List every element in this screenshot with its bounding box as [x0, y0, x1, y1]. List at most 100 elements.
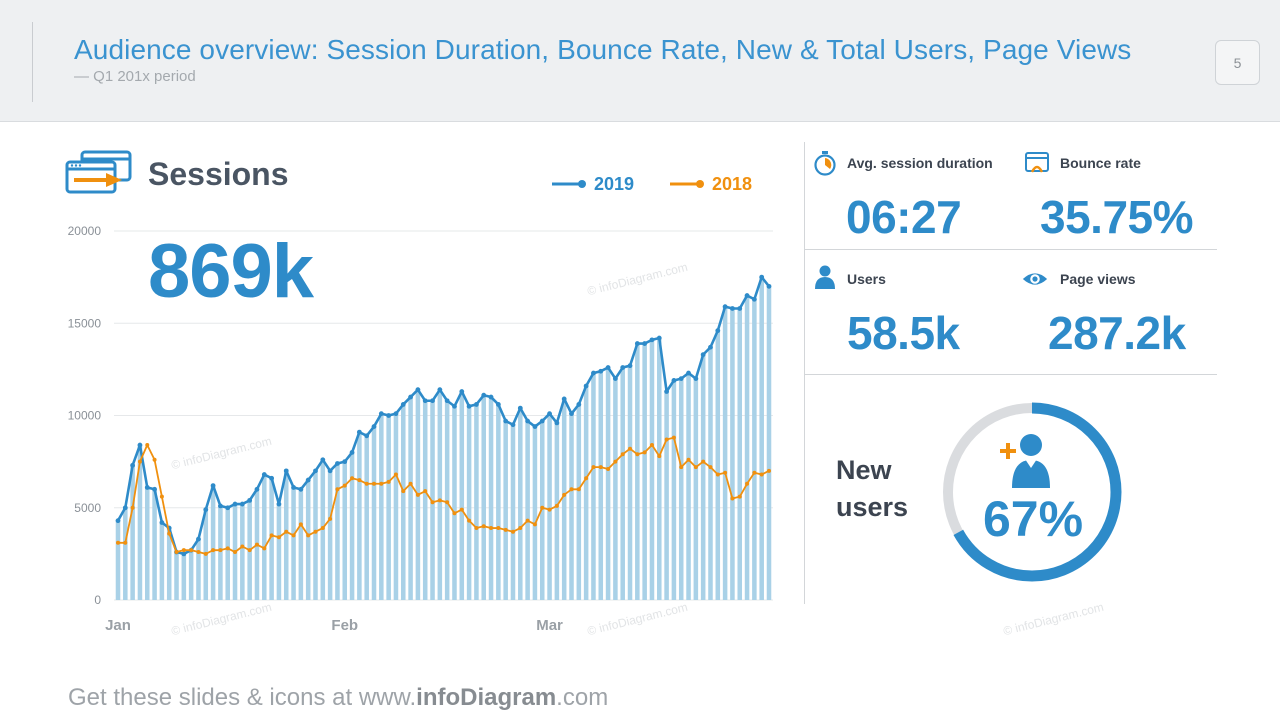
chart-bar [262, 474, 267, 600]
kpi-label-bounce-rate: Bounce rate [1060, 155, 1141, 171]
data-point-2019 [576, 402, 582, 407]
data-point-2018 [547, 507, 552, 512]
data-point-2019 [225, 505, 231, 511]
chart-bar [342, 461, 348, 600]
chart-bar [401, 404, 406, 600]
data-point-2018 [679, 465, 684, 470]
data-point-2019 [115, 518, 121, 524]
panel-divider-1 [805, 249, 1217, 250]
y-tick-label: 20000 [68, 224, 102, 238]
data-point-2018 [159, 494, 164, 499]
chart-bar [627, 365, 633, 600]
data-point-2018 [357, 478, 362, 483]
page-title: Audience overview: Session Duration, Bou… [74, 34, 1132, 65]
chart-bar [269, 478, 274, 600]
data-point-2018 [298, 522, 303, 527]
data-point-2019 [400, 402, 406, 407]
data-point-2019 [612, 376, 618, 381]
data-point-2018 [335, 487, 340, 492]
kpi-value-bounce-rate: 35.75% [1040, 191, 1194, 243]
legend-label-2018: 2018 [712, 173, 753, 194]
data-point-2018 [167, 531, 172, 536]
chart-bar [620, 367, 625, 600]
y-tick-label: 5000 [74, 501, 101, 515]
data-point-2019 [130, 462, 136, 468]
data-point-2019 [481, 392, 487, 398]
data-point-2018 [225, 546, 230, 551]
data-point-2019 [371, 424, 377, 429]
data-point-2018 [137, 459, 142, 464]
data-point-2018 [291, 533, 296, 538]
data-point-2019 [591, 370, 596, 376]
chart-bar [276, 504, 282, 600]
chart-bar [693, 378, 699, 600]
chart-bar [364, 435, 369, 600]
data-point-2018 [437, 498, 442, 503]
add-user-icon [1000, 434, 1050, 488]
kpi-label-users: Users [847, 271, 886, 287]
chart-bar [210, 485, 216, 600]
data-point-2019 [459, 389, 465, 394]
data-point-2019 [342, 459, 348, 465]
data-point-2018 [745, 481, 750, 486]
panel-divider-2 [805, 374, 1217, 375]
data-point-2019 [313, 468, 318, 474]
data-point-2019 [539, 418, 545, 424]
chart-bar [730, 308, 735, 600]
chart-bar [474, 404, 479, 600]
new-users-label-line1: New [836, 455, 892, 485]
data-point-2018 [328, 516, 333, 521]
data-point-2018 [540, 505, 545, 510]
data-point-2019 [210, 483, 216, 489]
legend-swatch-2018 [670, 180, 704, 188]
data-point-2019 [561, 396, 567, 402]
chart-bar [722, 306, 728, 600]
data-point-2019 [261, 472, 267, 477]
data-point-2019 [239, 501, 245, 507]
chart-bar [437, 389, 443, 600]
chart-bar [503, 421, 508, 600]
chart-bar [283, 470, 289, 600]
chart-bar [752, 299, 757, 600]
kpi-value-users: 58.5k [847, 307, 960, 359]
data-point-2019 [378, 411, 384, 417]
footer-credit: Get these slides & icons at www.infoDiag… [68, 684, 608, 712]
chart-bar [496, 404, 501, 600]
data-point-2018 [620, 452, 625, 457]
legend-item-2019: 2019 [552, 172, 634, 196]
data-point-2018 [635, 452, 640, 457]
data-point-2019 [744, 293, 750, 298]
chart-bar [708, 347, 713, 600]
data-point-2019 [181, 551, 187, 557]
data-point-2019 [269, 475, 275, 481]
chart-bar [313, 470, 318, 600]
data-point-2019 [642, 341, 648, 346]
chart-bar [737, 308, 743, 600]
chart-bar [598, 371, 604, 600]
chart-bar [583, 385, 589, 600]
data-point-2018 [320, 526, 325, 531]
sessions-title: Sessions [148, 156, 289, 192]
chart-bar [408, 397, 413, 600]
slide-header: Audience overview: Session Duration, Bou… [0, 0, 1280, 122]
data-point-2018 [203, 551, 208, 556]
data-point-2018 [693, 465, 698, 470]
window-arrow-icon [65, 150, 132, 194]
data-point-2018 [562, 492, 567, 497]
data-point-2018 [518, 526, 523, 531]
data-point-2018 [671, 435, 676, 440]
data-point-2018 [576, 487, 581, 492]
chart-gridlines [114, 230, 773, 601]
data-point-2018 [686, 457, 691, 462]
eye-icon [1022, 273, 1048, 285]
data-point-2019 [276, 501, 282, 507]
data-point-2018 [584, 476, 589, 481]
chart-bar [561, 398, 567, 600]
data-point-2018 [423, 489, 428, 494]
chart-bar [766, 286, 772, 600]
chart-bar [152, 489, 157, 600]
data-point-2019 [737, 306, 743, 311]
data-point-2019 [598, 368, 604, 374]
data-point-2018 [342, 483, 347, 488]
data-point-2019 [320, 457, 326, 463]
